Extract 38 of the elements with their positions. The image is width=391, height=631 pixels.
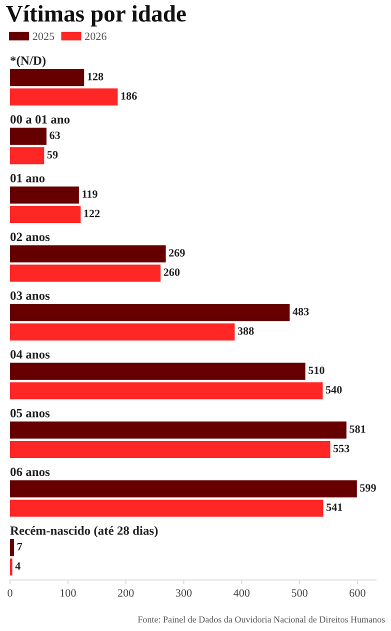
y-tick-label: *(N/D) xyxy=(10,56,46,68)
data-label: 122 xyxy=(84,210,100,218)
y-tick-label: Recém-nascido (até 28 dias) xyxy=(10,526,158,538)
data-label: 540 xyxy=(326,386,342,394)
x-tick-label: 300 xyxy=(176,589,192,597)
data-label: 7 xyxy=(17,542,22,550)
data-label: 128 xyxy=(88,72,104,80)
data-label: 63 xyxy=(50,132,60,140)
data-label: 510 xyxy=(308,366,324,374)
data-label: 186 xyxy=(121,92,137,100)
legend-label: 2026 xyxy=(85,32,106,40)
x-tick-label: 200 xyxy=(118,589,134,597)
chart-title: Vítimas por idade xyxy=(6,5,186,26)
x-tick-label: 100 xyxy=(60,589,76,597)
data-label: 483 xyxy=(292,308,309,316)
y-tick-label: 01 ano xyxy=(10,174,45,182)
data-label: 260 xyxy=(164,268,180,276)
source-note: Fonte: Painel de Dados da Ouvidoria Nacional de Direitos Humanos xyxy=(138,616,385,623)
data-label: 541 xyxy=(326,504,342,511)
y-tick-label: 06 anos xyxy=(10,468,50,476)
y-tick-label: 02 anos xyxy=(10,232,50,242)
x-tick-label: 400 xyxy=(234,589,250,597)
x-tick-label: 500 xyxy=(292,589,308,597)
x-tick-label: 600 xyxy=(350,589,366,597)
y-tick-label: 05 anos xyxy=(10,408,50,418)
data-label: 553 xyxy=(333,444,350,452)
y-tick-label: 03 anos xyxy=(10,291,50,300)
data-label: 388 xyxy=(238,327,254,335)
y-tick-label: 00 a 01 ano xyxy=(10,115,70,124)
data-label: 119 xyxy=(82,190,98,198)
data-label: 599 xyxy=(360,484,376,492)
y-tick-label: 04 anos xyxy=(10,350,50,359)
data-label: 4 xyxy=(15,562,20,570)
x-tick-label: 0 xyxy=(8,589,12,597)
data-label: 269 xyxy=(169,249,185,257)
legend-label: 2025 xyxy=(32,32,54,40)
data-label: 59 xyxy=(47,151,58,158)
data-label: 581 xyxy=(350,425,366,433)
